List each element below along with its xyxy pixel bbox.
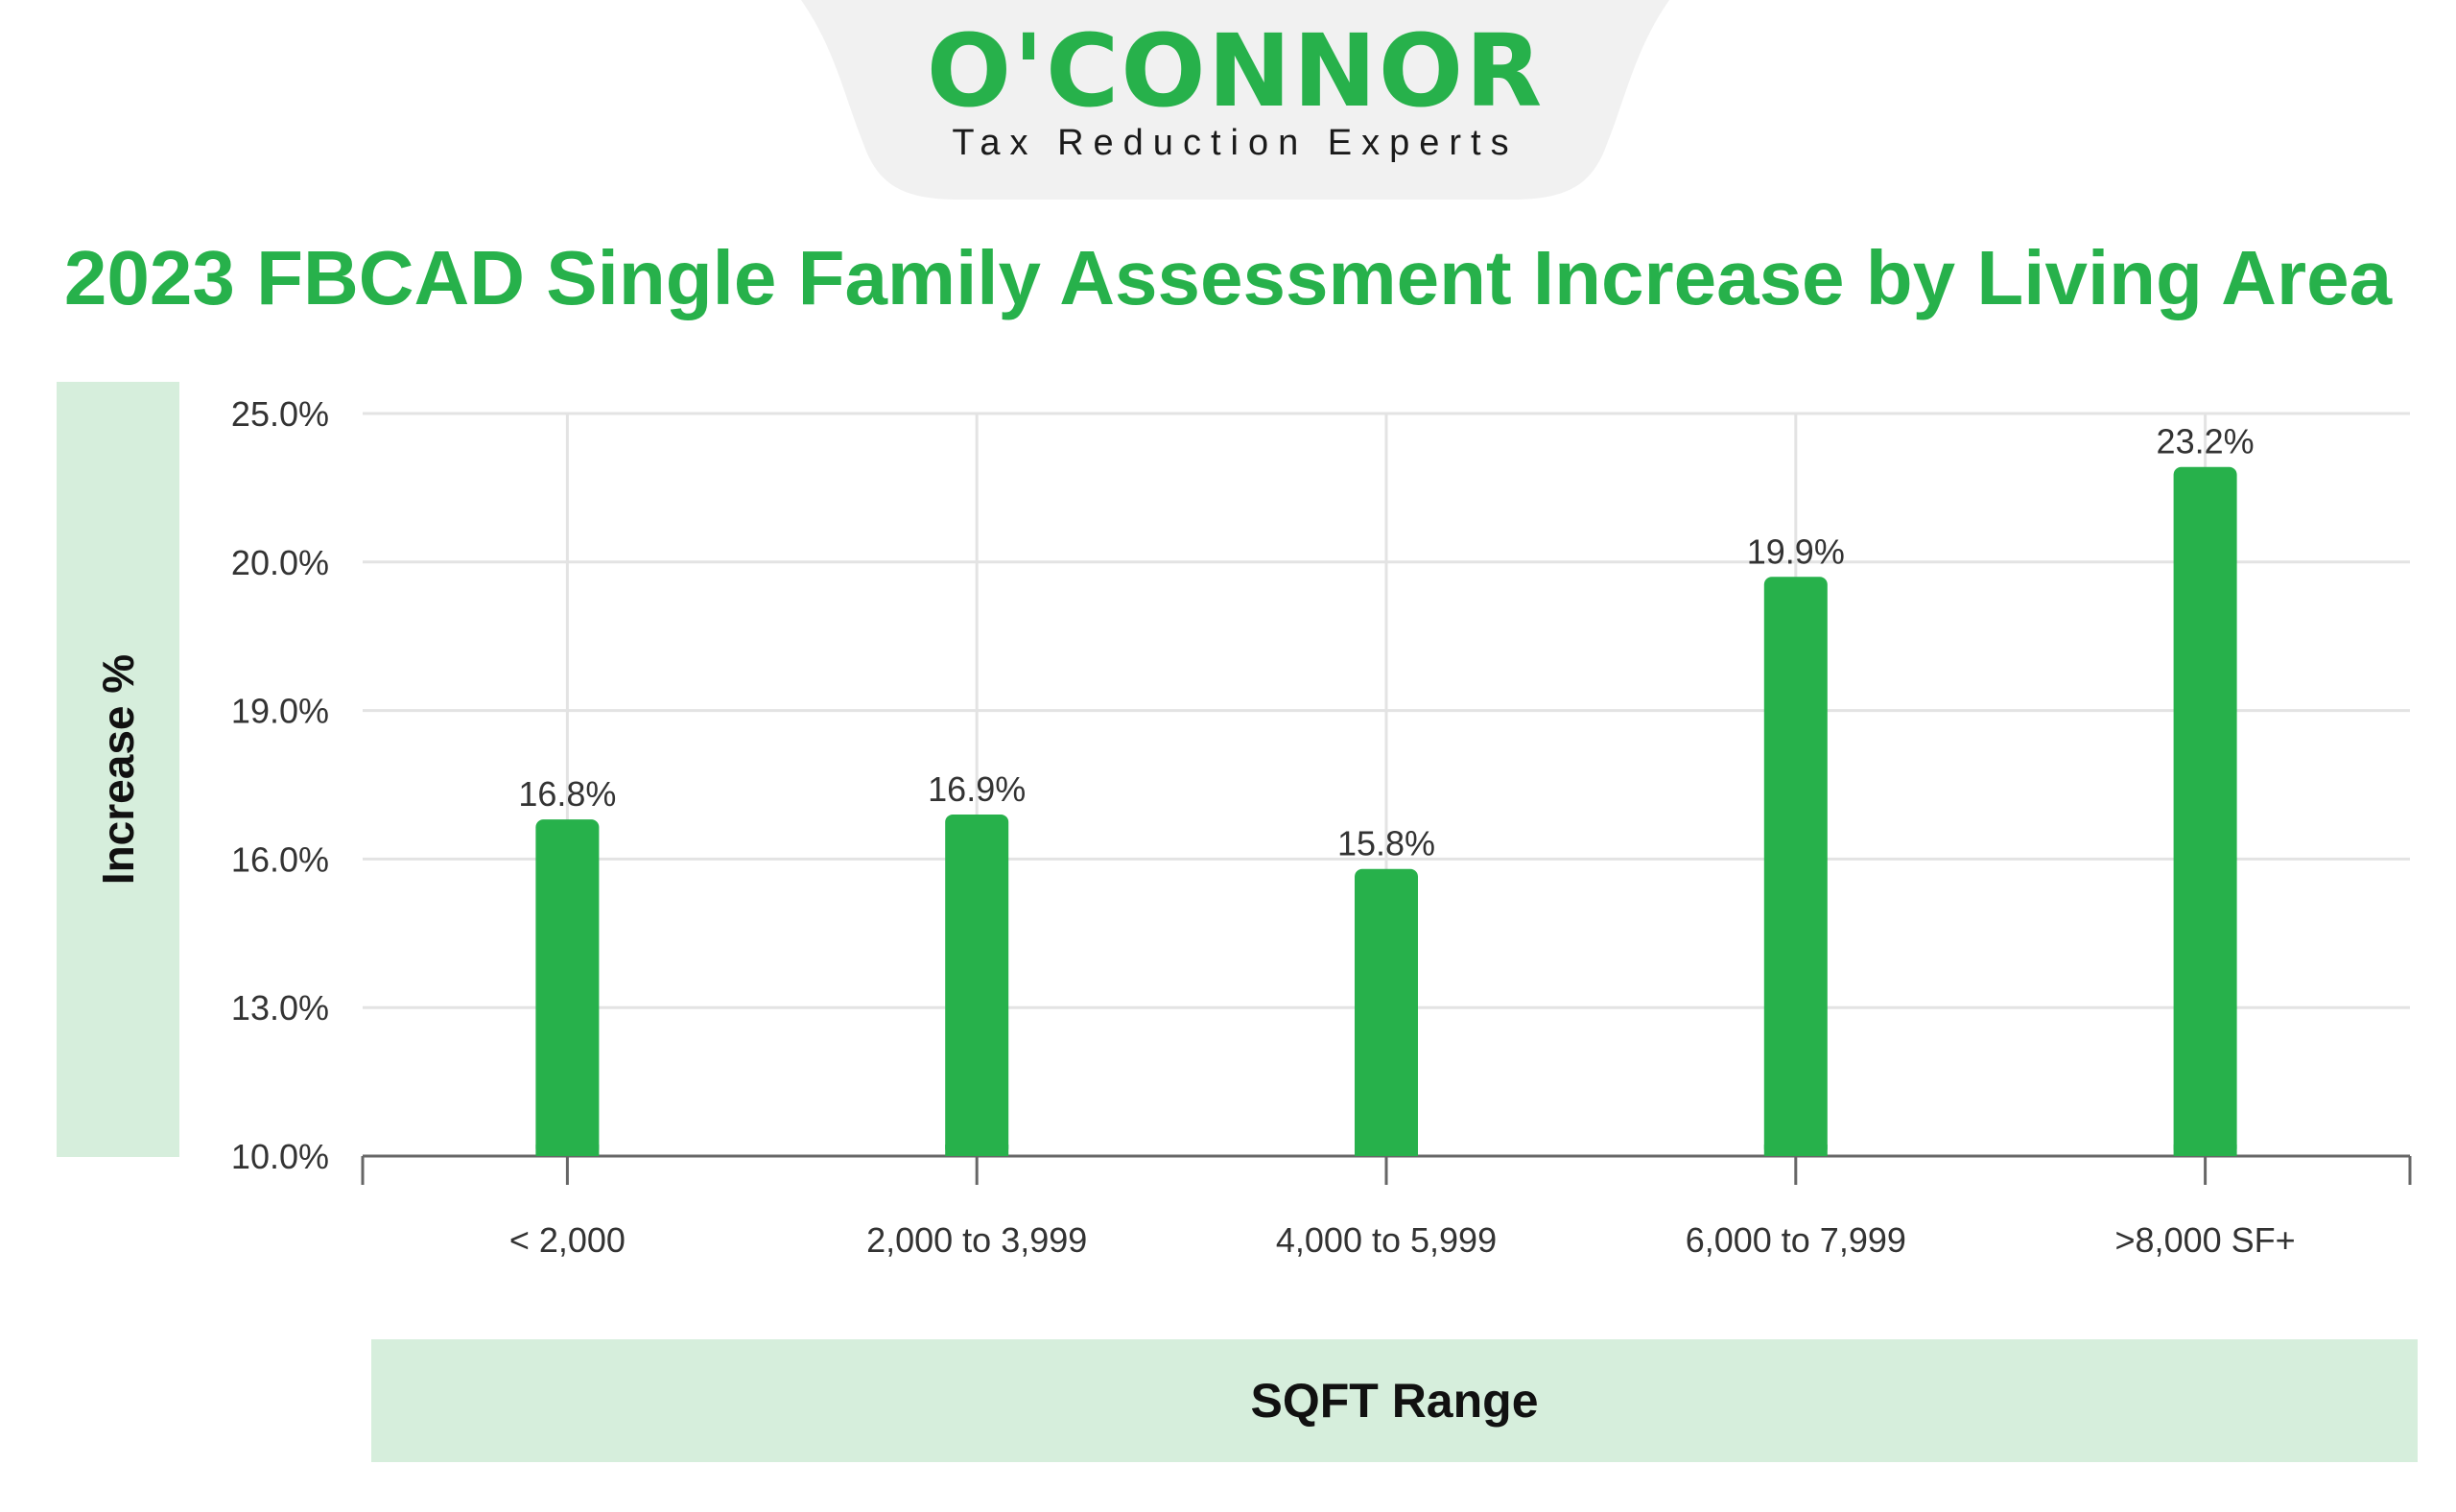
bar-base (945, 1145, 1009, 1156)
bar (945, 814, 1009, 1156)
bar (1355, 868, 1418, 1156)
x-tick-label: 6,000 to 7,999 (1686, 1220, 1906, 1260)
y-tick-label: 13.0% (231, 988, 329, 1028)
data-label: 19.9% (1747, 532, 1845, 571)
chart-title: 2023 FBCAD Single Family Assessment Incr… (63, 235, 2393, 320)
logo-tagline: Tax Reduction Experts (952, 123, 1519, 163)
bar-base (1763, 1145, 1828, 1156)
data-label: 23.2% (2157, 422, 2255, 461)
data-label: 16.8% (518, 774, 616, 814)
logo-container: O'CONNOR Tax Reduction Experts (801, 0, 1669, 201)
data-label: 16.9% (928, 769, 1026, 809)
y-tick-label: 10.0% (231, 1137, 329, 1176)
bar-base (1355, 1145, 1418, 1156)
bar-base (2173, 1145, 2237, 1156)
logo-wordmark: O'CONNOR (926, 12, 1545, 130)
y-tick-label: 20.0% (231, 543, 329, 582)
x-tick-label: < 2,000 (509, 1220, 626, 1260)
y-tick-label: 19.0% (231, 692, 329, 731)
bar (535, 819, 600, 1156)
x-axis-label: SQFT Range (1250, 1374, 1539, 1428)
y-tick-label: 16.0% (231, 839, 329, 879)
data-label: 15.8% (1337, 824, 1435, 863)
x-axis-label-box: SQFT Range (371, 1339, 2418, 1462)
x-tick-label: >8,000 SF+ (2115, 1220, 2296, 1260)
bar-base (535, 1145, 600, 1156)
x-tick-label: 2,000 to 3,999 (866, 1220, 1087, 1260)
x-tick-label: 4,000 to 5,999 (1276, 1220, 1497, 1260)
y-axis-label-box: Increase % (57, 382, 179, 1157)
logo-tab-shape (801, 0, 1669, 200)
bar (1763, 577, 1828, 1156)
bar (2173, 466, 2237, 1156)
y-tick-label: 25.0% (231, 394, 329, 434)
